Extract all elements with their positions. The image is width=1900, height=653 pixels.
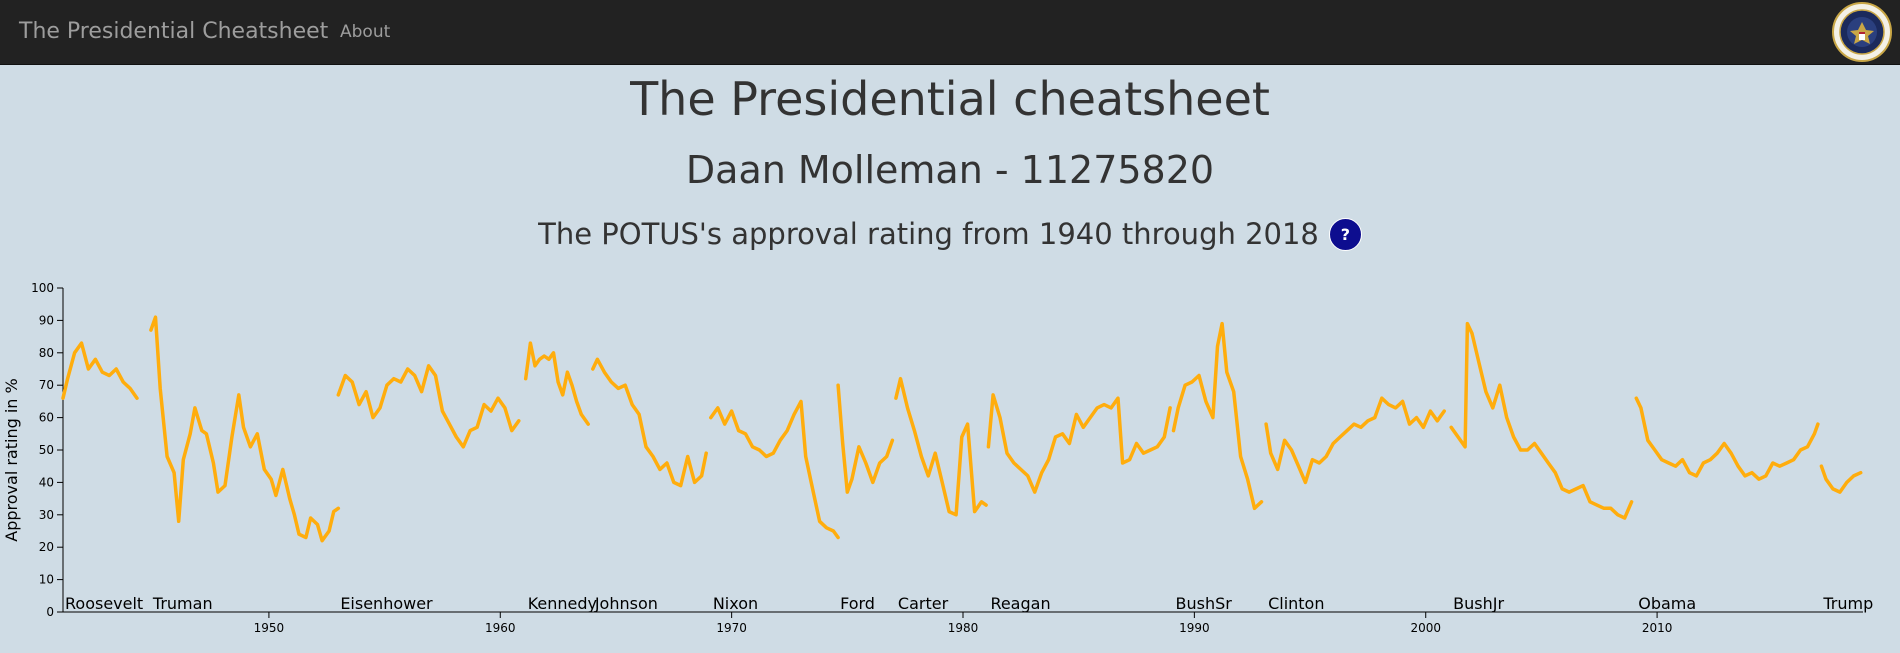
y-tick-label: 0	[46, 605, 54, 619]
help-button[interactable]: ?	[1328, 217, 1362, 251]
series-line-nixon	[709, 399, 840, 540]
series-line-bushjr	[1449, 321, 1634, 520]
x-tick-label: 1980	[948, 621, 979, 635]
y-tick-label: 70	[39, 378, 54, 392]
x-tick-label: 1970	[716, 621, 747, 635]
y-tick-label: 90	[39, 313, 54, 327]
nav-link-about[interactable]: About	[340, 22, 391, 42]
navbar: The Presidential Cheatsheet About	[0, 0, 1900, 65]
series-line-roosevelt	[61, 341, 139, 400]
president-label-truman: Truman	[152, 594, 213, 613]
y-tick-label: 50	[39, 443, 54, 457]
brand-link[interactable]: The Presidential Cheatsheet	[19, 19, 329, 44]
president-label-nixon: Nixon	[713, 594, 758, 613]
y-tick-label: 60	[39, 411, 54, 425]
y-tick-label: 40	[39, 475, 54, 489]
president-label-carter: Carter	[898, 594, 949, 613]
president-label-bushjr: BushJr	[1453, 594, 1504, 613]
series-line-bushsr	[1171, 321, 1264, 511]
page-title: The Presidential cheatsheet	[630, 72, 1270, 126]
series-line-eisenhower	[336, 364, 521, 449]
president-label-johnson: Johnson	[594, 594, 658, 613]
series-line-ford	[836, 383, 895, 494]
y-tick-label: 100	[31, 281, 54, 295]
x-tick-label: 2010	[1642, 621, 1673, 635]
x-tick-label: 1950	[254, 621, 285, 635]
president-label-ford: Ford	[840, 594, 875, 613]
y-tick-label: 10	[39, 573, 54, 587]
president-label-kennedy: Kennedy	[528, 594, 597, 613]
president-label-obama: Obama	[1638, 594, 1696, 613]
chart-description: The POTUS's approval rating from 1940 th…	[538, 217, 1319, 251]
y-tick-label: 30	[39, 508, 54, 522]
y-axis-title: Approval rating in %	[2, 378, 21, 541]
y-tick-label: 80	[39, 346, 54, 360]
description-row: The POTUS's approval rating from 1940 th…	[0, 214, 1900, 254]
president-label-clinton: Clinton	[1268, 594, 1324, 613]
series-line-kennedy	[523, 341, 590, 426]
president-label-roosevelt: Roosevelt	[65, 594, 143, 613]
series-line-trump	[1819, 464, 1863, 494]
series-line-reagan	[986, 393, 1172, 494]
approval-chart: 0 10 20 30 40 50 60 70 80 90 100 1950 1960 1970 1980 19…	[2, 281, 1873, 635]
x-tick-label: 1960	[485, 621, 516, 635]
presidential-seal-icon[interactable]	[1832, 2, 1892, 62]
series-line-clinton	[1264, 396, 1446, 485]
series-line-carter	[894, 376, 988, 517]
series-line-johnson	[591, 357, 708, 488]
president-label-eisenhower: Eisenhower	[340, 594, 433, 613]
president-label-trump: Trump	[1822, 594, 1873, 613]
x-tick-label: 2000	[1410, 621, 1441, 635]
series-line-obama	[1634, 396, 1820, 481]
y-tick-label: 20	[39, 540, 54, 554]
president-label-bushsr: BushSr	[1176, 594, 1233, 613]
president-label-reagan: Reagan	[990, 594, 1050, 613]
author-subtitle: Daan Molleman - 11275820	[685, 148, 1215, 192]
x-tick-label: 1990	[1179, 621, 1210, 635]
series-line-truman	[149, 315, 341, 543]
